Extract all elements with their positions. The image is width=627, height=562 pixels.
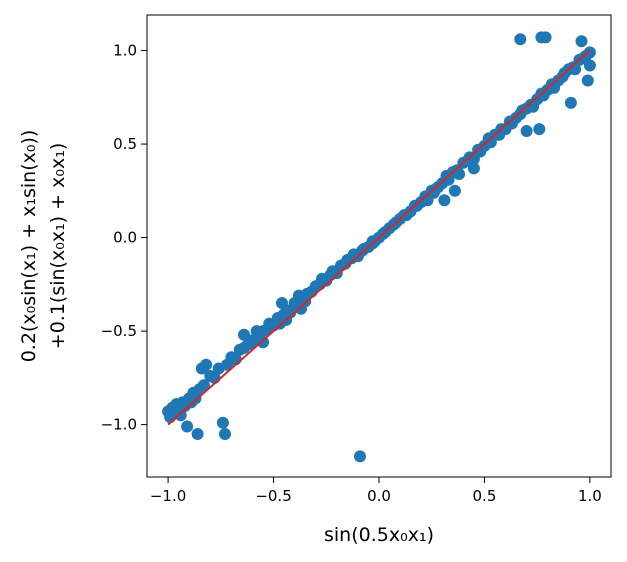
data-point (174, 409, 187, 422)
data-point (366, 235, 379, 248)
y-axis-ticks: −1.0 −0.5 0.0 0.5 1.0 (101, 42, 147, 434)
y-tick-label: −1.0 (101, 416, 137, 434)
reference-line (167, 49, 591, 426)
data-point (467, 162, 480, 175)
y-tick-label: −0.5 (101, 322, 137, 340)
data-point (583, 46, 596, 59)
data-point (427, 186, 440, 199)
data-point (295, 302, 307, 315)
data-point (438, 194, 451, 207)
data-point (533, 123, 546, 136)
y-tick-label: 1.0 (113, 42, 137, 60)
data-point (564, 96, 577, 109)
y-tick-label: 0.0 (113, 229, 137, 247)
data-point (219, 428, 231, 440)
data-point (453, 168, 466, 180)
y-axis-label-line1: 0.2(x₀sin(x₁) + x₁sin(x₀)) (18, 130, 40, 363)
data-point (197, 379, 210, 392)
x-tick-label: 0.0 (367, 487, 391, 505)
data-point (520, 125, 533, 137)
data-point (191, 428, 204, 440)
data-point (575, 35, 588, 48)
x-tick-label: −1.0 (150, 487, 186, 505)
x-tick-label: 0.5 (473, 487, 497, 505)
x-axis-ticks: −1.0 −0.5 0.0 0.5 1.0 (150, 477, 602, 505)
data-point (448, 184, 461, 197)
x-tick-label: 1.0 (578, 487, 602, 505)
y-axis-label-line2: +0.1(sin(x₀x₁) + x₀x₁) (47, 143, 69, 349)
data-point (244, 334, 257, 347)
data-point (583, 59, 596, 72)
data-point (200, 358, 213, 371)
fit-line (167, 49, 591, 426)
data-point (181, 420, 194, 433)
data-point (581, 74, 594, 87)
x-axis-label: sin(0.5x₀x₁) (324, 524, 434, 546)
data-point (354, 450, 366, 463)
y-tick-label: 0.5 (113, 135, 137, 153)
x-tick-label: −0.5 (255, 487, 291, 505)
data-point (535, 31, 548, 44)
data-point (514, 33, 527, 46)
data-point (216, 416, 229, 429)
data-point (189, 392, 202, 405)
data-point (257, 336, 269, 349)
plot-background (147, 15, 611, 477)
